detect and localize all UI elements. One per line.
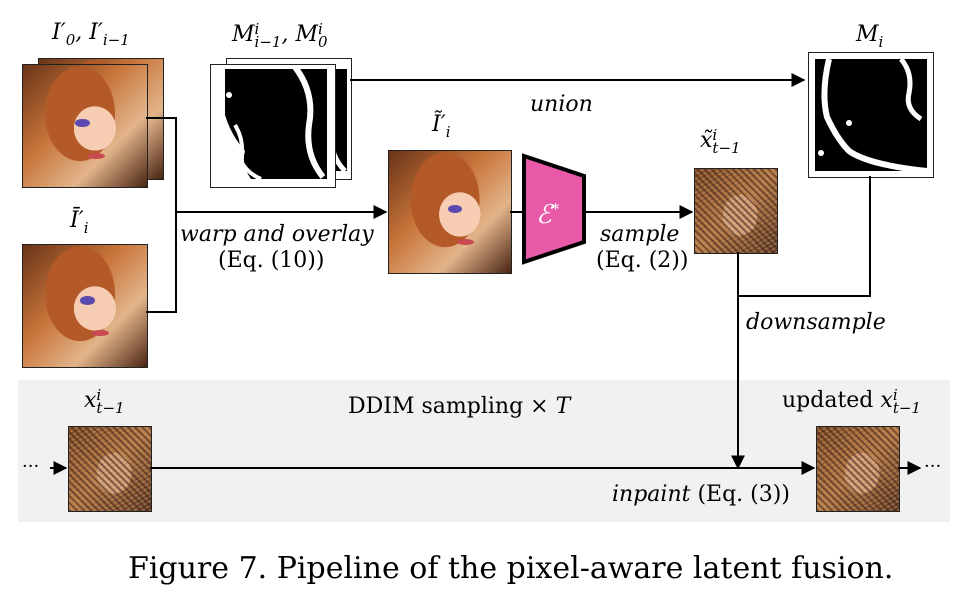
ddim-sampling-band bbox=[18, 380, 950, 522]
inpaint-label: inpaint (Eq. (3)) bbox=[612, 482, 790, 507]
ellipsis-left: ··· bbox=[22, 456, 40, 477]
warp-label: warp and overlay bbox=[180, 222, 374, 247]
warped-frame-label: Ĩ′i bbox=[432, 112, 451, 141]
warp-bracket bbox=[146, 117, 177, 313]
updated-latent-label: updated x i t−1 bbox=[782, 386, 921, 417]
encoder-shape bbox=[522, 153, 586, 265]
sample-label: sample bbox=[600, 222, 680, 247]
prev-frame-image bbox=[22, 64, 148, 188]
prev-frames-label: I′0, I′i−1 bbox=[52, 20, 130, 49]
ddim-band-title: DDIM sampling × T bbox=[348, 394, 571, 419]
union-label: union bbox=[530, 92, 593, 117]
current-frame-image bbox=[22, 244, 148, 368]
ellipsis-right: ··· bbox=[924, 456, 942, 477]
mask-down-line bbox=[738, 176, 871, 297]
output-mask-label: Mi bbox=[856, 22, 884, 51]
updated-latent-image bbox=[816, 426, 900, 512]
downsample-label: downsample bbox=[746, 310, 886, 335]
current-frame-label: Ī′i bbox=[70, 208, 89, 237]
sampled-latent-image bbox=[694, 168, 778, 254]
warped-frame-image bbox=[388, 150, 512, 274]
input-latent-label: x i t−1 bbox=[84, 386, 125, 417]
mask-front-image bbox=[210, 64, 336, 188]
sampled-latent-label: x̃ i t−1 bbox=[700, 126, 741, 157]
encoder-label: ℰ* bbox=[536, 200, 560, 230]
figure-caption: Figure 7. Pipeline of the pixel-aware la… bbox=[128, 551, 894, 586]
warp-eq-label: (Eq. (10)) bbox=[218, 248, 325, 273]
output-mask-image bbox=[808, 52, 934, 178]
sample-eq-label: (Eq. (2)) bbox=[596, 248, 689, 273]
